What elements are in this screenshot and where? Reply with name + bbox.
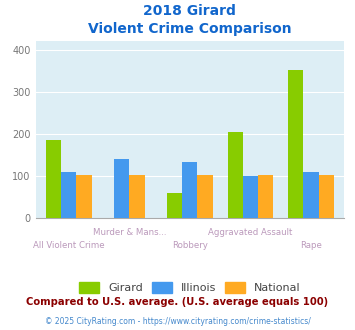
Legend: Girard, Illinois, National: Girard, Illinois, National xyxy=(74,276,306,299)
Bar xyxy=(243,176,258,218)
Bar xyxy=(228,132,243,218)
Bar xyxy=(114,159,129,218)
Bar xyxy=(319,175,334,218)
Text: Rape: Rape xyxy=(300,241,322,250)
Bar xyxy=(76,175,92,218)
Text: Compared to U.S. average. (U.S. average equals 100): Compared to U.S. average. (U.S. average … xyxy=(26,297,329,307)
Text: Robbery: Robbery xyxy=(172,241,208,250)
Bar xyxy=(288,70,304,218)
Bar xyxy=(182,162,197,218)
Bar xyxy=(304,172,319,218)
Text: All Violent Crime: All Violent Crime xyxy=(33,241,105,250)
Bar xyxy=(258,175,273,218)
Bar xyxy=(129,175,144,218)
Bar xyxy=(61,172,76,218)
Text: Murder & Mans...: Murder & Mans... xyxy=(93,228,166,237)
Text: Aggravated Assault: Aggravated Assault xyxy=(208,228,293,237)
Bar xyxy=(197,175,213,218)
Bar xyxy=(46,140,61,218)
Bar xyxy=(167,193,182,218)
Text: © 2025 CityRating.com - https://www.cityrating.com/crime-statistics/: © 2025 CityRating.com - https://www.city… xyxy=(45,317,310,326)
Title: 2018 Girard
Violent Crime Comparison: 2018 Girard Violent Crime Comparison xyxy=(88,4,292,36)
